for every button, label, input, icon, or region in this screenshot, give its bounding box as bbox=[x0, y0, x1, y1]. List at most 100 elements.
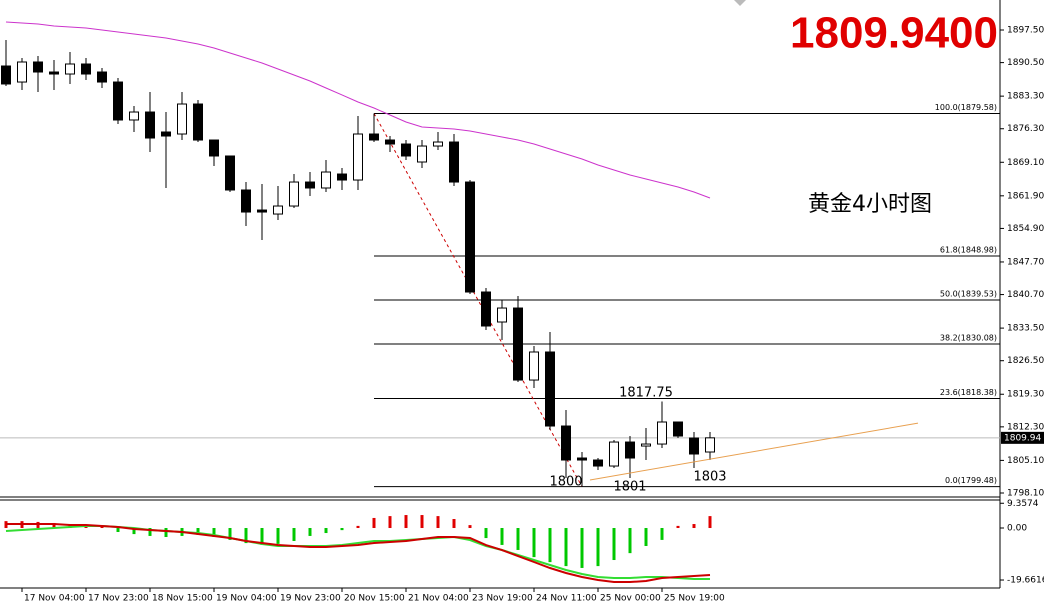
histogram-bar bbox=[340, 528, 344, 531]
candle-body bbox=[289, 181, 299, 207]
candle-body bbox=[209, 139, 219, 157]
y-tick-label: 1890.50 bbox=[1007, 58, 1044, 68]
histogram-bar bbox=[388, 516, 392, 529]
fib-label: 50.0(1839.53) bbox=[940, 290, 997, 299]
candle-body bbox=[449, 141, 459, 183]
y-tick-label: 1805.10 bbox=[1007, 456, 1044, 466]
y-tick-label: 1897.50 bbox=[1007, 25, 1044, 35]
moving-average bbox=[5, 21, 711, 199]
histogram-bar bbox=[628, 528, 632, 554]
candle-body bbox=[1, 65, 11, 85]
histogram-bar bbox=[692, 524, 696, 529]
candle-body bbox=[577, 457, 587, 461]
y-tick-label: 9.3574 bbox=[1007, 499, 1039, 509]
histogram-bar bbox=[420, 515, 424, 529]
x-tick-label: 25 Nov 19:00 bbox=[664, 594, 725, 604]
candle-body bbox=[417, 145, 427, 163]
candle-body bbox=[33, 61, 43, 73]
y-tick-label: 1812.30 bbox=[1007, 422, 1044, 432]
histogram-bar bbox=[260, 528, 264, 545]
candle-body bbox=[673, 421, 683, 437]
candle-body bbox=[273, 205, 283, 215]
candle-body bbox=[177, 103, 187, 135]
candle-body bbox=[481, 291, 491, 327]
histogram-bar bbox=[404, 515, 408, 529]
current-price-label: 1809.94 bbox=[1004, 433, 1041, 443]
candle-body bbox=[545, 351, 555, 427]
histogram-bar bbox=[452, 519, 456, 529]
x-tick-label: 24 Nov 11:00 bbox=[536, 594, 597, 604]
candle-body bbox=[129, 111, 139, 121]
histogram-bar bbox=[676, 525, 680, 529]
candle-body bbox=[97, 71, 107, 83]
x-tick-label: 17 Nov 04:00 bbox=[24, 594, 85, 604]
histogram-bar bbox=[468, 525, 472, 529]
histogram-bar bbox=[372, 517, 376, 529]
y-tick-label: 1840.70 bbox=[1007, 290, 1044, 300]
candle-body bbox=[513, 307, 523, 381]
candle-body bbox=[625, 441, 635, 459]
chart-caption: 黄金4小时图 bbox=[808, 192, 932, 217]
histogram-bar bbox=[308, 528, 312, 536]
histogram-bar bbox=[532, 528, 536, 558]
fib-label: 61.8(1848.98) bbox=[940, 245, 997, 254]
candle-body bbox=[17, 61, 27, 83]
trendline bbox=[589, 422, 919, 481]
candle-body bbox=[257, 209, 267, 213]
x-tick-label: 18 Nov 15:00 bbox=[152, 594, 213, 604]
histogram-bar bbox=[228, 528, 232, 540]
annotation: 1800 bbox=[549, 475, 582, 490]
annotation: 1817.75 bbox=[619, 386, 673, 401]
histogram-bar bbox=[484, 528, 488, 539]
candle-body bbox=[497, 307, 507, 323]
candle-body bbox=[353, 133, 363, 181]
candle-body bbox=[705, 437, 715, 453]
histogram-bar bbox=[356, 525, 360, 529]
y-tick-label: 1876.30 bbox=[1007, 124, 1044, 134]
candle-body bbox=[65, 63, 75, 75]
fib-label: 100.0(1879.58) bbox=[935, 103, 997, 112]
y-tick-label: 1826.50 bbox=[1007, 356, 1044, 366]
candle-body bbox=[113, 81, 123, 121]
price-label: 1809.9400 bbox=[790, 9, 998, 58]
fib-label: 0.0(1799.48) bbox=[945, 476, 997, 485]
histogram-bar bbox=[324, 528, 328, 534]
histogram-bar bbox=[612, 528, 616, 561]
histogram-bar bbox=[276, 528, 280, 544]
candle-body bbox=[337, 173, 347, 181]
candle-body bbox=[641, 443, 651, 447]
candle-body bbox=[193, 103, 203, 141]
y-tick-label: 1854.90 bbox=[1007, 224, 1044, 234]
candle-body bbox=[657, 421, 667, 445]
histogram-bar bbox=[52, 522, 56, 529]
candle-body bbox=[593, 459, 603, 467]
x-tick-label: 23 Nov 19:00 bbox=[472, 594, 533, 604]
y-tick-label: -19.6616 bbox=[1007, 576, 1044, 586]
y-tick-label: 0.00 bbox=[1007, 524, 1027, 534]
indicator-line bbox=[6, 523, 711, 584]
y-tick-label: 1847.70 bbox=[1007, 257, 1044, 267]
histogram-bar bbox=[644, 528, 648, 546]
annotation: 1803 bbox=[693, 470, 726, 485]
x-tick-label: 19 Nov 23:00 bbox=[280, 594, 341, 604]
candle-body bbox=[465, 181, 475, 293]
candle-body bbox=[433, 141, 443, 147]
histogram-bar bbox=[708, 516, 712, 529]
histogram-bar bbox=[516, 528, 520, 550]
x-tick-label: 17 Nov 23:00 bbox=[88, 594, 149, 604]
histogram-bar bbox=[580, 528, 584, 568]
candle-body bbox=[529, 351, 539, 381]
fib-label: 38.2(1830.08) bbox=[940, 334, 997, 343]
x-tick-label: 20 Nov 15:00 bbox=[344, 594, 405, 604]
histogram-bar bbox=[212, 528, 216, 538]
y-tick-label: 1861.90 bbox=[1007, 191, 1044, 201]
candle-body bbox=[689, 437, 699, 455]
candle-body bbox=[49, 71, 59, 75]
candle-body bbox=[305, 181, 315, 189]
y-tick-label: 1833.50 bbox=[1007, 324, 1044, 334]
y-tick-label: 1798.10 bbox=[1007, 488, 1044, 498]
histogram-bar bbox=[660, 528, 664, 540]
histogram-bar bbox=[132, 528, 136, 535]
